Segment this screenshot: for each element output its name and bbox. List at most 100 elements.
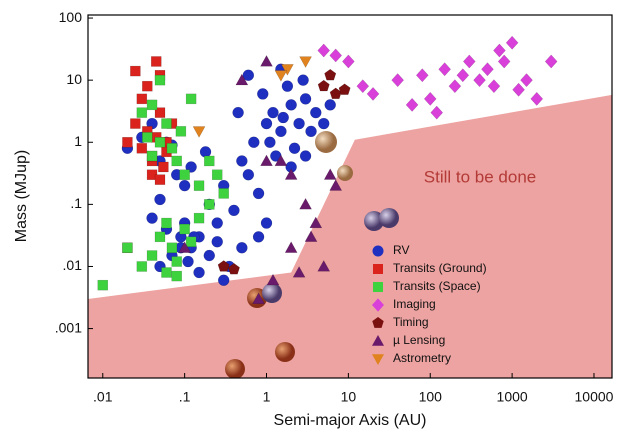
data-point — [261, 118, 272, 129]
data-point — [294, 118, 305, 129]
data-point — [137, 108, 147, 118]
data-point — [137, 143, 147, 153]
data-point — [161, 267, 171, 277]
data-point — [204, 250, 215, 261]
data-point — [142, 81, 152, 91]
y-tick-label: .001 — [55, 319, 82, 335]
data-point — [176, 126, 186, 136]
data-point — [282, 81, 293, 92]
x-tick-label: .1 — [179, 389, 191, 405]
data-point — [236, 155, 247, 166]
data-point — [310, 107, 321, 118]
y-tick-label: .01 — [63, 257, 83, 273]
data-point — [183, 256, 194, 267]
data-point — [212, 236, 223, 247]
x-tick-label: 1000 — [497, 389, 528, 405]
data-point — [300, 151, 311, 162]
x-tick-label: 10000 — [575, 389, 614, 405]
data-point — [155, 75, 165, 85]
data-point — [186, 237, 196, 247]
data-point — [275, 126, 286, 137]
y-tick-label: 100 — [59, 9, 83, 25]
legend-label: µ Lensing — [393, 333, 445, 347]
data-point — [158, 162, 168, 172]
data-point — [264, 137, 275, 148]
x-axis-label: Semi-major Axis (AU) — [274, 412, 427, 429]
data-point — [147, 100, 157, 110]
planet-image — [225, 359, 245, 379]
data-point — [137, 261, 147, 271]
y-tick-label: 10 — [66, 71, 82, 87]
planet-image — [275, 342, 295, 362]
data-point — [167, 143, 177, 153]
legend-marker — [373, 264, 383, 274]
data-point — [130, 66, 140, 76]
data-point — [180, 170, 190, 180]
data-point — [172, 271, 182, 281]
planet-image — [379, 208, 399, 228]
data-point — [248, 137, 259, 148]
data-point — [219, 188, 229, 198]
data-point — [167, 243, 177, 253]
data-point — [137, 94, 147, 104]
data-point — [228, 205, 239, 216]
y-tick-label: 1 — [74, 133, 82, 149]
data-point — [318, 118, 329, 129]
data-point — [172, 156, 182, 166]
data-point — [180, 224, 190, 234]
data-point — [179, 180, 190, 191]
data-point — [257, 88, 268, 99]
legend-marker — [373, 246, 384, 257]
x-tick-label: 1 — [263, 389, 271, 405]
chart: Semi-major Axis (AU) Mass (MJup) .01 .1 1 1… — [0, 0, 630, 434]
data-point — [253, 231, 264, 242]
legend-label: Timing — [393, 315, 429, 329]
data-point — [286, 99, 297, 110]
data-point — [130, 119, 140, 129]
planet-image — [315, 131, 337, 153]
planet-image — [337, 165, 353, 181]
data-point — [212, 170, 222, 180]
data-point — [172, 257, 182, 267]
data-point — [155, 175, 165, 185]
legend-label: RV — [393, 243, 409, 257]
data-point — [151, 56, 161, 66]
data-point — [142, 132, 152, 142]
data-point — [243, 169, 254, 180]
data-point — [300, 93, 311, 104]
data-point — [194, 267, 205, 278]
legend-label: Imaging — [393, 297, 436, 311]
data-point — [194, 213, 204, 223]
legend-label: Transits (Ground) — [393, 261, 487, 275]
data-point — [204, 156, 214, 166]
data-point — [218, 275, 229, 286]
data-point — [233, 107, 244, 118]
data-point — [298, 75, 309, 86]
data-point — [261, 218, 272, 229]
y-axis-label: Mass (MJup) — [13, 150, 30, 242]
data-point — [98, 280, 108, 290]
data-point — [194, 181, 204, 191]
data-point — [154, 194, 165, 205]
legend-marker — [373, 282, 383, 292]
data-point — [122, 243, 132, 253]
x-tick-label: 100 — [419, 389, 443, 405]
data-point — [161, 218, 171, 228]
data-point — [204, 199, 214, 209]
y-tick-label: .1 — [70, 195, 82, 211]
x-tick-label: .01 — [93, 389, 113, 405]
data-point — [212, 218, 223, 229]
data-point — [306, 126, 317, 137]
data-point — [267, 107, 278, 118]
data-point — [186, 94, 196, 104]
data-point — [325, 99, 336, 110]
data-point — [155, 232, 165, 242]
legend-label: Astrometry — [393, 351, 451, 365]
data-point — [147, 151, 157, 161]
data-point — [236, 242, 247, 253]
data-point — [278, 112, 289, 123]
data-point — [155, 137, 165, 147]
legend-label: Transits (Space) — [393, 279, 481, 293]
data-point — [253, 188, 264, 199]
x-tick-label: 10 — [341, 389, 357, 405]
